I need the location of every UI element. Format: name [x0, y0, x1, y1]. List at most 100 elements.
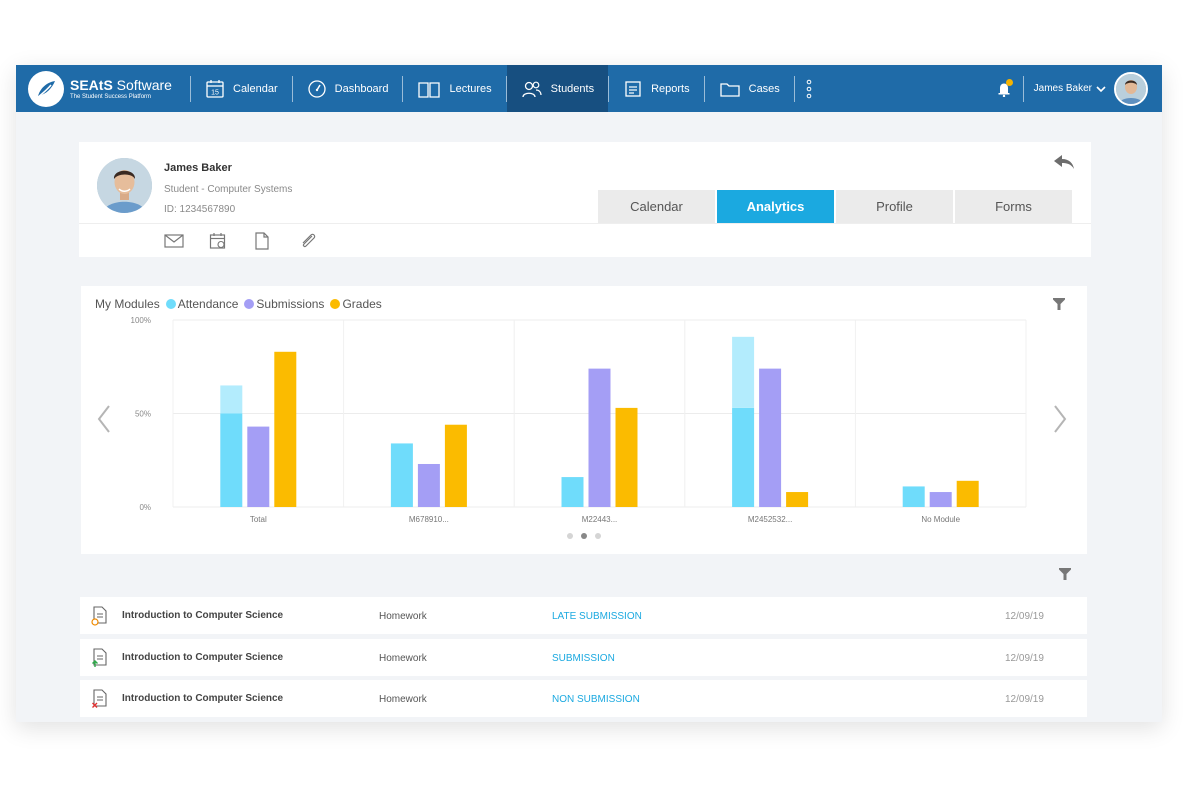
student-avatar [97, 158, 152, 213]
x-tick-label: M2452532... [748, 515, 792, 524]
row-status: LATE SUBMISSION [552, 611, 642, 622]
bar-grades [956, 480, 979, 507]
bar-attendance [732, 407, 755, 507]
more-menu-button[interactable] [795, 65, 823, 112]
schedule-button[interactable] [209, 232, 254, 250]
chart-pager [567, 533, 609, 539]
calendar-clock-icon [209, 233, 226, 249]
chart-title: My Modules [95, 297, 160, 311]
nav-item-students[interactable]: Students [506, 65, 609, 112]
email-button[interactable] [164, 232, 209, 250]
legend-attendance[interactable]: Attendance [165, 297, 238, 311]
legend-grades[interactable]: Grades [330, 297, 382, 311]
user-avatar[interactable] [1114, 71, 1148, 106]
nav-item-dashboard[interactable]: Dashboard [293, 65, 403, 112]
x-tick-label: Total [250, 515, 267, 524]
bar-submissions [588, 368, 611, 507]
bar-attendance-secondary [732, 336, 755, 408]
student-program: Student - Computer Systems [164, 184, 293, 195]
y-tick-label: 0% [139, 503, 151, 512]
pager-dot[interactable] [595, 533, 601, 539]
row-type: Homework [379, 694, 427, 705]
bar-attendance [902, 486, 925, 507]
student-name: James Baker [164, 162, 232, 174]
list-filter-button[interactable] [1059, 567, 1071, 585]
row-course: Introduction to Computer Science [122, 652, 284, 663]
legend-label: Submissions [256, 297, 325, 311]
book-icon [418, 81, 441, 98]
nav-item-lectures[interactable]: Lectures [403, 65, 505, 112]
legend-dot [330, 299, 341, 309]
bar-grades [615, 407, 638, 507]
document-icon [255, 232, 269, 250]
back-button[interactable] [1053, 154, 1075, 175]
notification-badge [1005, 78, 1013, 86]
user-menu-button[interactable]: James Baker [1024, 83, 1114, 94]
brand-name: SEAtS Software [70, 76, 172, 93]
bar-submissions [247, 426, 270, 507]
bar-submissions [929, 492, 952, 507]
chevron-down-icon [1096, 85, 1106, 92]
row-status: NON SUBMISSION [552, 694, 640, 705]
row-course: Introduction to Computer Science [122, 693, 284, 704]
tab-profile[interactable]: Profile [836, 190, 953, 223]
nav-label-reports: Reports [651, 82, 690, 95]
nav-item-calendar[interactable]: 15 Calendar [191, 65, 292, 112]
top-navbar: SEAtS Software The Student Success Platf… [16, 65, 1162, 112]
submission-row[interactable]: Introduction to Computer Science Homewor… [80, 597, 1087, 634]
reply-arrow-icon [1054, 155, 1074, 169]
bar-grades [274, 351, 297, 507]
pager-dot[interactable] [581, 533, 587, 539]
tab-analytics[interactable]: Analytics [717, 190, 834, 223]
bar-attendance-secondary [220, 385, 243, 414]
bar-submissions [759, 368, 782, 507]
legend-dot [244, 299, 255, 309]
profile-divider [79, 223, 1091, 224]
nav-separator [190, 75, 191, 102]
bar-attendance [220, 413, 243, 507]
legend-dot [165, 299, 176, 309]
nav-item-cases[interactable]: Cases [705, 65, 794, 112]
chart-next-button[interactable] [1053, 404, 1067, 439]
profile-actions [164, 232, 344, 250]
brand-logo[interactable]: SEAtS Software The Student Success Platf… [16, 65, 190, 112]
chevron-right-icon [1054, 405, 1067, 433]
bar-grades [786, 492, 809, 507]
nav-item-reports[interactable]: Reports [609, 65, 704, 112]
chart-prev-button[interactable] [97, 404, 111, 439]
bell-icon [998, 83, 1010, 97]
y-tick-label: 50% [135, 410, 151, 419]
y-tick-label: 100% [131, 316, 151, 325]
nav-separator [793, 75, 795, 102]
student-id: ID: 1234567890 [164, 204, 236, 215]
tab-calendar[interactable]: Calendar [598, 190, 715, 223]
nav-separator [1022, 75, 1024, 102]
pager-dot[interactable] [567, 533, 573, 539]
bar-attendance [561, 477, 584, 507]
gauge-icon [307, 79, 326, 98]
x-tick-label: M678910... [409, 515, 449, 524]
bar-grades [444, 424, 467, 507]
document-x-icon [91, 689, 109, 712]
notifications-button[interactable] [993, 78, 1015, 100]
document-button[interactable] [254, 232, 299, 250]
document-upload-icon [91, 648, 109, 671]
nav-label-dashboard: Dashboard [334, 82, 389, 95]
bar-submissions [417, 463, 440, 507]
nav-separator [703, 75, 705, 102]
legend-submissions[interactable]: Submissions [244, 297, 324, 311]
app-window: SEAtS Software The Student Success Platf… [16, 65, 1162, 722]
profile-tabs: Calendar Analytics Profile Forms [598, 190, 1074, 223]
nav-separator [402, 75, 404, 102]
nav-label-cases: Cases [748, 82, 780, 95]
modules-bar-chart: 100% 50% 0% Total M678910... M22443... M245253… [131, 316, 1027, 524]
submission-row[interactable]: Introduction to Computer Science Homewor… [80, 680, 1087, 717]
tab-forms[interactable]: Forms [955, 190, 1072, 223]
user-name: James Baker [1033, 83, 1092, 94]
filter-icon [1053, 298, 1065, 310]
attachment-button[interactable] [299, 232, 344, 250]
svg-text:15: 15 [211, 89, 219, 96]
submission-row[interactable]: Introduction to Computer Science Homewor… [80, 639, 1087, 676]
bar-attendance [390, 443, 413, 507]
chart-filter-button[interactable] [1053, 297, 1065, 315]
